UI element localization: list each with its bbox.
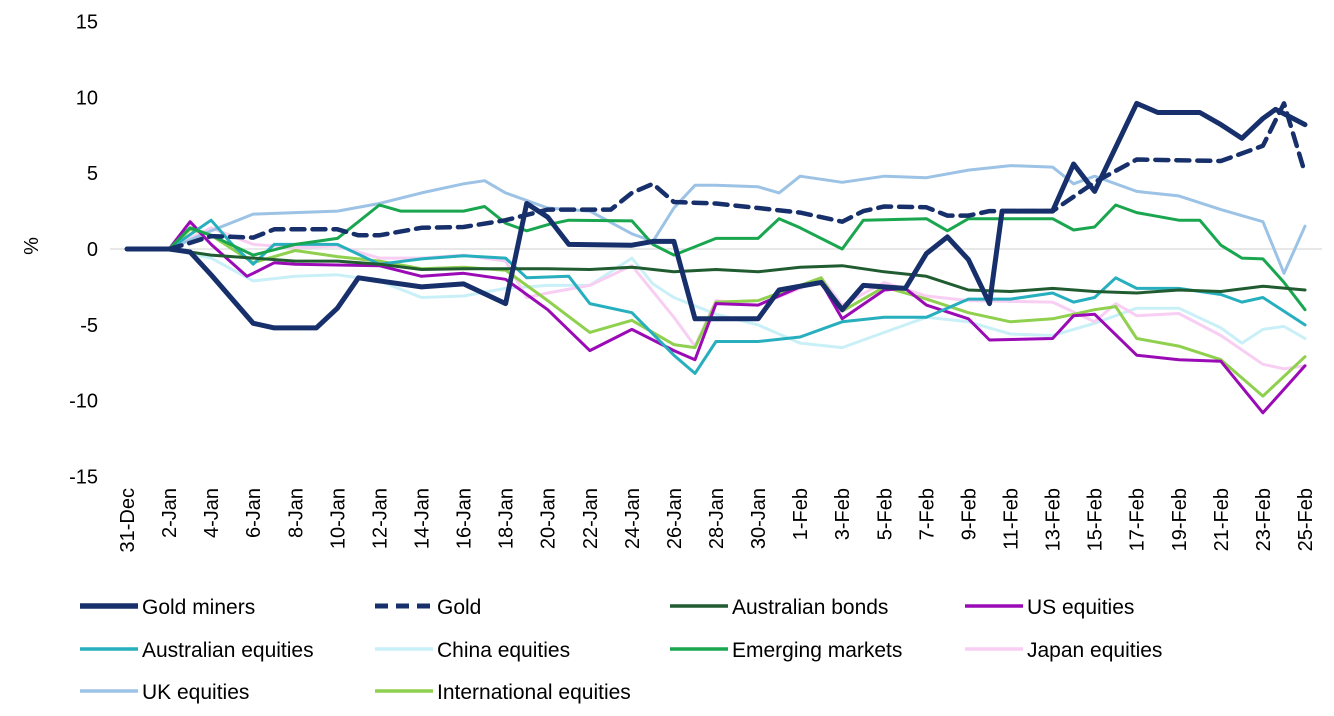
x-axis-tick-label: 19-Feb [1169, 488, 1191, 551]
x-axis-tick-label: 2-Jan [159, 488, 181, 538]
x-axis-tick-label: 8-Jan [285, 488, 307, 538]
y-axis-tick-label: -15 [69, 467, 98, 489]
x-axis-tick-label: 4-Jan [201, 488, 223, 538]
x-axis-tick-label: 5-Feb [874, 488, 896, 540]
series-line-us_equities [125, 220, 1307, 415]
series-line-gold_miners [124, 100, 1308, 331]
y-axis-tick-label: 15 [76, 11, 98, 33]
legend-item-gold: Gold [375, 596, 481, 619]
series-line-australian_equities [125, 218, 1307, 375]
x-axis-tick-label: 17-Feb [1127, 488, 1149, 551]
x-axis-tick-label: 13-Feb [1043, 488, 1065, 551]
x-axis-tick-label: 20-Jan [538, 488, 560, 549]
series-line-uk_equities [125, 164, 1307, 275]
x-axis-tick-label: 23-Feb [1253, 488, 1275, 551]
x-axis-tick-label: 15-Feb [1085, 488, 1107, 551]
x-axis-tick-label: 18-Jan [496, 488, 518, 549]
series-line-australian_bonds [125, 247, 1307, 295]
x-axis-tick-label: 12-Jan [369, 488, 391, 549]
legend-label-uk_equities: UK equities [142, 681, 249, 704]
legend-label-japan_equities: Japan equities [1027, 639, 1162, 662]
x-axis-tick-label: 24-Jan [622, 488, 644, 549]
legend-label-china_equities: China equities [437, 639, 570, 662]
x-axis-tick-label: 28-Jan [706, 488, 728, 549]
legend-item-australian_bonds: Australian bonds [670, 596, 888, 619]
x-axis-tick-label: 9-Feb [958, 488, 980, 540]
series-line-gold [124, 101, 1308, 252]
x-axis-tick-label: 14-Jan [412, 488, 434, 549]
legend-item-china_equities: China equities [375, 639, 570, 662]
y-axis-tick-label: -10 [69, 391, 98, 413]
legend-label-gold_miners: Gold miners [142, 596, 255, 619]
legend-item-australian_equities: Australian equities [80, 639, 314, 662]
x-axis-tick-label: 26-Jan [664, 488, 686, 549]
series-line-emerging_markets [125, 203, 1307, 312]
x-axis-tick-label: 30-Jan [748, 488, 770, 549]
legend-item-uk_equities: UK equities [80, 681, 249, 704]
y-axis-tick-label: -5 [80, 315, 98, 337]
legend-label-australian_equities: Australian equities [142, 639, 314, 662]
legend-label-gold: Gold [437, 596, 481, 619]
x-axis-tick-label: 11-Feb [1001, 488, 1023, 550]
legend-label-international_equities: International equities [437, 681, 631, 704]
x-axis-tick-label: 10-Jan [327, 488, 349, 549]
legend-item-japan_equities: Japan equities [965, 639, 1162, 662]
y-axis-tick-label: 0 [87, 239, 98, 261]
x-axis-tick-label: 21-Feb [1211, 488, 1233, 551]
x-axis-tick-label: 7-Feb [916, 488, 938, 540]
x-axis-tick-label: 6-Jan [243, 488, 265, 538]
x-axis-tick-label: 22-Jan [580, 488, 602, 549]
y-axis-title: % [21, 237, 43, 255]
x-axis-tick-label: 25-Feb [1295, 488, 1317, 551]
legend-label-australian_bonds: Australian bonds [732, 596, 888, 619]
x-axis-tick-label: 31-Dec [117, 488, 139, 552]
x-axis-tick-label: 3-Feb [832, 488, 854, 540]
x-axis-tick-label: 1-Feb [790, 488, 812, 540]
legend-item-international_equities: International equities [375, 681, 631, 704]
legend-label-us_equities: US equities [1027, 596, 1134, 619]
y-axis-tick-label: 5 [87, 163, 98, 185]
legend-label-emerging_markets: Emerging markets [732, 639, 902, 662]
legend-item-emerging_markets: Emerging markets [670, 639, 902, 662]
legend-item-us_equities: US equities [965, 596, 1134, 619]
legend-item-gold_miners: Gold miners [80, 596, 255, 619]
y-axis-tick-label: 10 [76, 87, 98, 109]
x-axis-tick-label: 16-Jan [454, 488, 476, 549]
